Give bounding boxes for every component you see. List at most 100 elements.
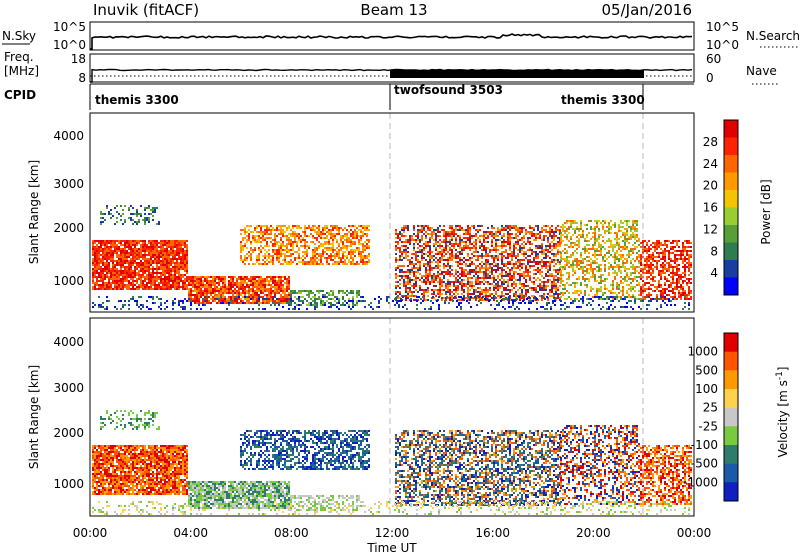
power-pixel: [280, 233, 282, 235]
power-pixel: [180, 260, 182, 262]
power-pixel: [586, 298, 588, 300]
power-pixel: [451, 237, 453, 239]
power-pixel: [160, 262, 162, 264]
power-pixel: [469, 247, 471, 249]
power-pixel: [457, 229, 459, 231]
power-pixel: [600, 278, 602, 280]
power-pixel: [620, 280, 622, 282]
power-pixel: [395, 233, 397, 235]
power-pixel: [399, 259, 401, 261]
power-pixel: [415, 251, 417, 253]
power-pixel: [588, 256, 590, 258]
power-pixel: [150, 282, 152, 284]
power-pixel: [222, 288, 224, 290]
power-pixel: [401, 251, 403, 253]
power-pixel: [533, 287, 535, 289]
power-pixel: [403, 225, 405, 227]
power-pixel: [543, 289, 545, 291]
power-pixel: [497, 231, 499, 233]
power-pixel: [453, 231, 455, 233]
power-pixel: [186, 280, 188, 282]
power-pixel: [620, 226, 622, 228]
power-pixel: [427, 281, 429, 283]
power-pixel: [174, 240, 176, 242]
power-pixel: [447, 261, 449, 263]
power-pixel: [176, 282, 178, 284]
power-pixel: [503, 255, 505, 257]
power-pixel: [284, 278, 286, 280]
power-pixel: [417, 291, 419, 293]
power-pixel: [541, 265, 543, 267]
power-pixel: [545, 247, 547, 249]
power-pixel: [439, 239, 441, 241]
power-pixel: [156, 280, 158, 282]
power-pixel: [328, 233, 330, 235]
power-pixel: [584, 270, 586, 272]
power-pixel: [114, 274, 116, 276]
power-pixel: [158, 288, 160, 290]
power-pixel: [600, 248, 602, 250]
power-pixel: [120, 282, 122, 284]
power-pixel: [304, 241, 306, 243]
power-pixel: [622, 286, 624, 288]
power-pixel: [242, 286, 244, 288]
power-pixel: [168, 280, 170, 282]
power-pixel: [592, 254, 594, 256]
power-pixel: [509, 277, 511, 279]
power-pixel: [535, 257, 537, 259]
power-pixel: [300, 239, 302, 241]
power-pixel: [503, 263, 505, 265]
power-pixel: [610, 290, 612, 292]
power-pixel: [582, 232, 584, 234]
power-pixel: [541, 287, 543, 289]
power-pixel: [176, 276, 178, 278]
power-pixel: [280, 245, 282, 247]
power-pixel: [477, 229, 479, 231]
power-pixel: [477, 259, 479, 261]
power-pixel: [614, 272, 616, 274]
power-pixel: [523, 259, 525, 261]
power-pixel: [258, 290, 260, 292]
power-pixel: [116, 260, 118, 262]
power-pixel: [308, 245, 310, 247]
power-pixel: [318, 229, 320, 231]
power-pixel: [176, 278, 178, 280]
power-pixel: [278, 251, 280, 253]
power-pixel: [240, 241, 242, 243]
power-pixel: [192, 284, 194, 286]
power-pixel: [268, 257, 270, 259]
power-pixel: [399, 269, 401, 271]
power-pixel: [324, 247, 326, 249]
power-pixel: [166, 264, 168, 266]
power-pixel: [354, 241, 356, 243]
power-pixel: [399, 255, 401, 257]
power-pixel: [264, 302, 266, 304]
power-pixel: [256, 231, 258, 233]
power-pixel: [513, 275, 515, 277]
power-pixel: [449, 233, 451, 235]
power-pixel: [108, 252, 110, 254]
power-pixel: [258, 276, 260, 278]
power-pixel: [144, 262, 146, 264]
power-pixel: [519, 245, 521, 247]
power-pixel: [350, 251, 352, 253]
power-pixel: [624, 276, 626, 278]
power-pixel: [616, 252, 618, 254]
power-pixel: [96, 284, 98, 286]
power-pixel: [102, 268, 104, 270]
power-pixel: [130, 272, 132, 274]
power-pixel: [483, 283, 485, 285]
power-pixel: [441, 281, 443, 283]
power-pixel: [501, 269, 503, 271]
power-pixel: [214, 294, 216, 296]
power-pixel: [529, 243, 531, 245]
power-pixel: [457, 245, 459, 247]
power-pixel: [238, 288, 240, 290]
power-pixel: [288, 286, 290, 288]
power-pixel: [326, 257, 328, 259]
power-pixel: [475, 277, 477, 279]
power-pixel: [483, 233, 485, 235]
power-pixel: [112, 260, 114, 262]
power-pixel: [328, 294, 330, 296]
power-pixel: [116, 250, 118, 252]
